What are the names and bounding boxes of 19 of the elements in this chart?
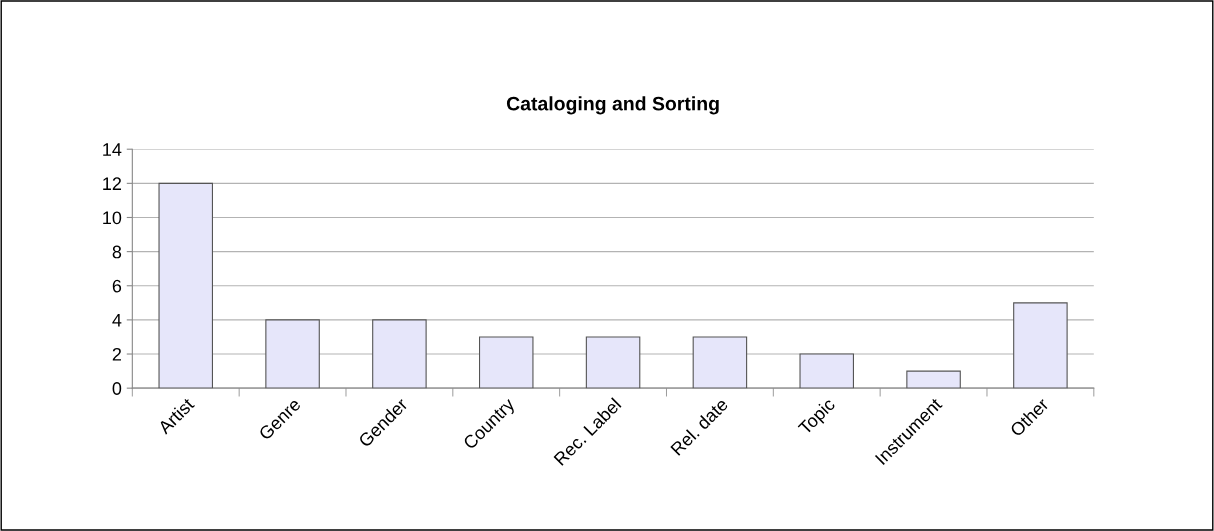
bar [158, 182, 214, 389]
y-tick-label: 8 [112, 245, 122, 259]
y-tick-label: 4 [112, 314, 122, 327]
bar [906, 370, 961, 389]
y-tick-label: 10 [103, 211, 122, 225]
y-tick-label: 12 [103, 177, 121, 190]
chart-title: Cataloging and Sorting [506, 96, 719, 115]
y-tick-label: 6 [112, 279, 122, 293]
bar [265, 319, 320, 389]
y-tick-label: 0 [112, 382, 122, 395]
bar [1013, 302, 1068, 389]
bar [372, 319, 427, 389]
bar [585, 336, 641, 389]
bar [478, 336, 534, 389]
y-tick-label: 14 [103, 143, 122, 156]
y-tick-label: 2 [112, 347, 121, 361]
x-tick-label: Rel. date [669, 397, 729, 456]
bar [692, 336, 748, 389]
bar [799, 353, 854, 389]
